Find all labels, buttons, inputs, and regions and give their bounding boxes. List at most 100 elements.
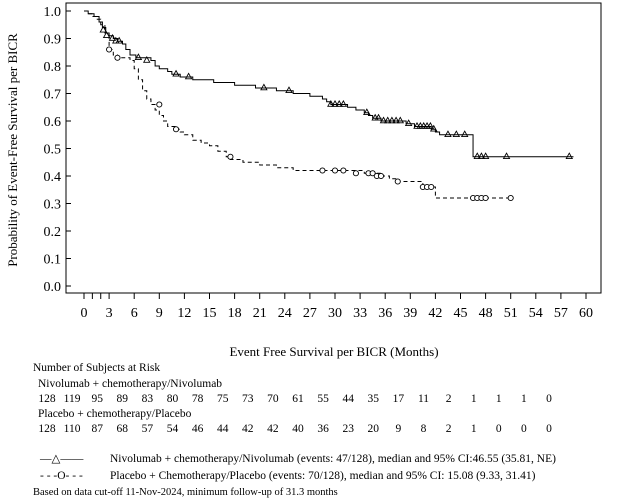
km-curve-placebo: [84, 10, 511, 199]
legend-text-nivolumab: Nivolumab + chemotherapy/Nivolumab (even…: [110, 453, 556, 465]
x-tick-label: 0: [81, 306, 88, 321]
x-tick-label: 45: [454, 306, 468, 321]
censor-triangle: [404, 119, 413, 126]
censor-circle: [369, 170, 376, 177]
x-tick-label: 21: [253, 306, 267, 321]
y-tick-label: 0.9: [44, 33, 62, 48]
censor-triangle: [363, 108, 371, 115]
risk-value: 75: [217, 393, 229, 405]
censor-triangle: [502, 152, 511, 159]
risk-value: 35: [368, 393, 380, 405]
risk-value: 128: [38, 423, 56, 435]
risk-value: 2: [446, 393, 452, 405]
risk-value: 42: [242, 423, 254, 435]
risk-value: 42: [267, 423, 279, 435]
y-tick-label: 0.5: [44, 143, 62, 158]
y-tick-label: 0.4: [44, 170, 62, 185]
censor-triangle: [565, 152, 574, 159]
risk-value: 0: [521, 423, 527, 435]
x-tick-label: 15: [203, 306, 217, 321]
risk-value: 83: [142, 393, 154, 405]
x-tick-label: 6: [131, 306, 138, 321]
risk-value: 1: [471, 423, 477, 435]
x-tick-label: 42: [428, 306, 442, 321]
y-tick-label: 1.0: [44, 5, 62, 20]
x-tick-label: 30: [328, 306, 342, 321]
censor-triangle: [285, 86, 293, 93]
censor-circle: [352, 170, 359, 177]
censor-circle: [114, 54, 121, 61]
x-tick-label: 12: [177, 306, 191, 321]
legend-symbol-nivolumab: —△——: [39, 453, 84, 465]
risk-value: 119: [64, 393, 81, 405]
km-curve-nivolumab: [84, 10, 574, 158]
censor-triangle: [383, 116, 392, 124]
risk-values: 128 119 95 89 83 80 78 75 73 70 61 55 44 35 17 11 2 1 1 1 01…: [38, 393, 552, 435]
y-tick-label: 0.8: [44, 60, 62, 75]
risk-value: 128: [38, 393, 56, 405]
censor-triangle: [99, 25, 108, 33]
censor-triangle: [429, 124, 438, 132]
censor-triangle: [379, 116, 388, 124]
x-tick-label: 54: [529, 306, 543, 321]
x-tick-label: 33: [353, 306, 367, 321]
risk-value: 44: [217, 423, 229, 435]
censor-triangle: [327, 99, 335, 107]
censor-triangle: [460, 130, 469, 137]
risk-value: 0: [496, 423, 502, 435]
risk-value: 36: [317, 423, 329, 435]
censor-triangle: [134, 53, 143, 60]
censor-circle: [377, 172, 385, 180]
legend-symbol-placebo: - - -O- - -: [40, 470, 83, 482]
x-tick-label: 36: [378, 306, 392, 321]
censor-triangle: [426, 121, 435, 129]
censor-triangle: [339, 99, 348, 107]
risk-value: 17: [393, 393, 405, 405]
censor-triangle: [108, 33, 117, 41]
censor-triangle: [481, 152, 490, 159]
risk-value: 68: [117, 423, 129, 435]
risk-value: 8: [421, 423, 427, 435]
censor-triangle: [102, 31, 111, 38]
risk-value: 73: [242, 393, 254, 405]
censor-triangle: [444, 130, 452, 137]
risk-row-label-placebo: Placebo + chemotherapy/Placebo: [38, 408, 192, 420]
risk-value: 46: [192, 423, 204, 435]
risk-value: 57: [142, 423, 154, 435]
x-ticks: 0 3 6 9 12 15 18 21 24 27 30 33 36 39 42 45 48 51 54 57 60: [81, 293, 593, 321]
censor-circle: [428, 183, 435, 191]
risk-value: 89: [117, 393, 129, 405]
y-tick-label: 0.6: [44, 115, 62, 130]
risk-value: 1: [496, 393, 502, 405]
x-axis-label: Event Free Survival per BICR (Months): [229, 344, 438, 359]
censor-circle: [331, 167, 339, 174]
y-tick-label: 0.3: [44, 198, 62, 213]
risk-value: 9: [396, 423, 402, 435]
censor-triangle: [335, 99, 343, 107]
y-ticks: 0.0 0.1 0.2 0.3 0.4 0.5 0.6 0.7 0.8 0.9 1.0: [44, 5, 71, 295]
censor-triangle: [473, 152, 481, 159]
risk-value: 54: [167, 423, 179, 435]
risk-value: 70: [267, 393, 279, 405]
y-tick-label: 0.7: [44, 88, 62, 103]
risk-value: 23: [342, 423, 354, 435]
risk-row-label-nivolumab: Nivolumab + chemotherapy/Nivolumab: [38, 378, 222, 390]
censor-markers: [99, 25, 574, 202]
risk-value: 40: [292, 423, 304, 435]
y-tick-label: 0.0: [44, 280, 62, 295]
censor-triangle: [388, 116, 396, 124]
risk-value: 110: [64, 423, 81, 435]
risk-value: 2: [446, 423, 452, 435]
risk-value: 0: [546, 393, 552, 405]
risk-table-title: Number of Subjects at Risk: [33, 362, 160, 374]
y-axis-label: Probability of Event-Free Survival per B…: [5, 33, 20, 267]
censor-triangle: [477, 152, 486, 159]
x-tick-label: 9: [156, 306, 163, 321]
x-tick-label: 3: [106, 306, 113, 321]
risk-value: 0: [546, 423, 552, 435]
x-tick-label: 27: [303, 306, 317, 321]
censor-triangle: [184, 72, 193, 80]
risk-value: 1: [521, 393, 527, 405]
x-tick-label: 24: [278, 306, 292, 321]
risk-value: 20: [368, 423, 380, 435]
